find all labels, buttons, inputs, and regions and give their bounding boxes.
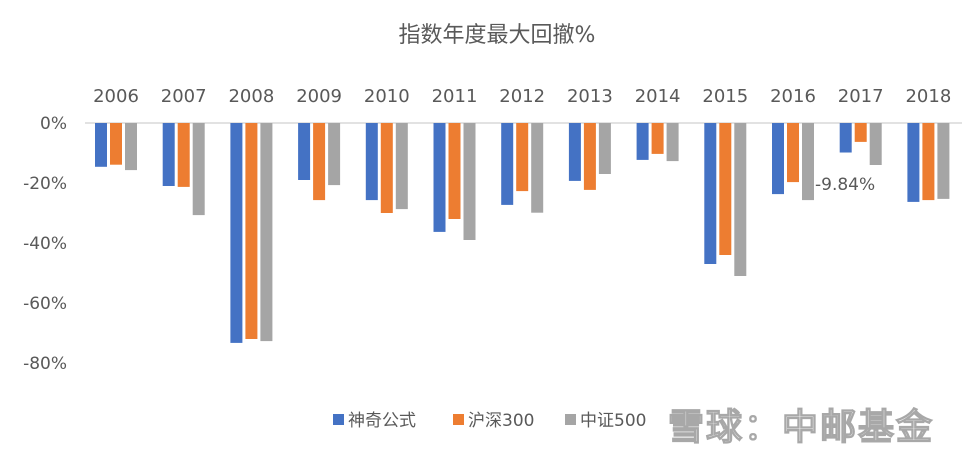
y-tick-label: -60% (23, 294, 67, 314)
bar-2014-2 (666, 123, 679, 162)
legend-label: 中证500 (580, 411, 646, 431)
bar-2008-1 (245, 123, 258, 339)
bar-2006-2 (125, 123, 137, 171)
bar-2011-0 (433, 123, 446, 232)
bar-2009-2 (328, 123, 341, 186)
category-label: 2011 (432, 86, 478, 107)
bar-2011-1 (448, 123, 461, 219)
y-tick-label: -80% (23, 354, 67, 374)
watermark-text: 雪球：中邮基金 (667, 406, 935, 448)
data-label-2017-magic-formula: -9.84% (815, 175, 875, 195)
legend-swatch (565, 414, 576, 425)
bar-2010-0 (365, 123, 378, 201)
bar-2008-0 (230, 123, 243, 343)
bar-2007-2 (192, 123, 205, 216)
bar-2007-1 (177, 123, 190, 187)
bar-2018-1 (922, 123, 935, 201)
category-label: 2015 (702, 86, 748, 107)
category-label: 2010 (364, 86, 410, 107)
bar-2017-0 (839, 123, 852, 153)
category-label: 2018 (905, 86, 951, 107)
bar-2012-1 (516, 123, 529, 192)
bar-2006-0 (95, 123, 107, 167)
category-label: 2009 (296, 86, 342, 107)
bar-2007-0 (162, 123, 175, 186)
bar-2013-1 (583, 123, 596, 190)
bar-2011-2 (463, 123, 476, 240)
bar-2014-1 (651, 123, 664, 154)
bar-2017-2 (869, 123, 882, 165)
bar-2016-0 (772, 123, 784, 195)
chart-title: 指数年度最大回撤% (399, 23, 596, 48)
bar-2016-2 (802, 123, 814, 201)
bar-2018-0 (907, 123, 920, 202)
bar-2016-1 (787, 123, 799, 183)
category-label: 2013 (567, 86, 613, 107)
watermark-logo: 雪球：中邮基金 (667, 398, 935, 449)
category-label: 2012 (499, 86, 545, 107)
legend-label: 神奇公式 (348, 411, 416, 431)
y-tick-label: 0% (40, 114, 67, 134)
bar-2010-2 (395, 123, 408, 210)
bar-2013-2 (598, 123, 611, 174)
bar-2009-1 (313, 123, 326, 201)
y-tick-label: -20% (23, 174, 67, 194)
bar-2013-0 (568, 123, 581, 181)
legend-label: 沪深300 (468, 411, 534, 431)
bar-2015-2 (734, 123, 747, 276)
bar-2010-1 (380, 123, 393, 213)
y-tick-label: -40% (23, 234, 67, 254)
bar-2012-0 (501, 123, 514, 205)
bar-2014-0 (636, 123, 649, 160)
category-label: 2008 (228, 86, 274, 107)
legend-swatch (333, 414, 344, 425)
bar-2006-1 (110, 123, 122, 165)
legend-swatch (453, 414, 464, 425)
category-label: 2006 (93, 86, 139, 107)
bar-2008-2 (260, 123, 273, 342)
category-label: 2014 (635, 86, 681, 107)
bar-2009-0 (298, 123, 311, 180)
category-label: 2017 (838, 86, 884, 107)
bar-2018-2 (937, 123, 950, 199)
bar-2017-1 (854, 123, 867, 142)
category-label: 2007 (161, 86, 207, 107)
bar-2015-1 (719, 123, 732, 255)
bar-2012-2 (531, 123, 544, 213)
bar-2015-0 (704, 123, 717, 264)
category-label: 2016 (770, 86, 816, 107)
